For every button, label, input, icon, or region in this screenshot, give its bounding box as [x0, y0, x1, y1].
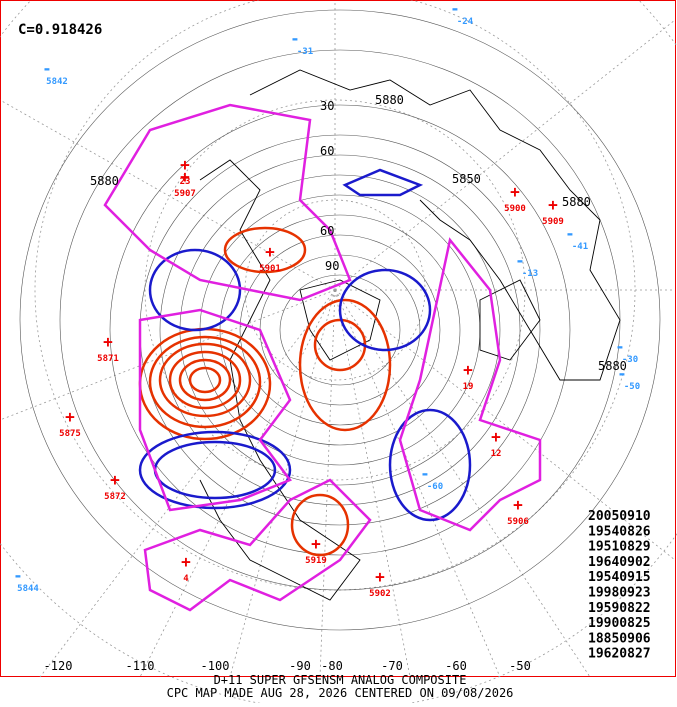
latitude-label: 90: [325, 259, 339, 273]
low-marker: -: [617, 364, 627, 383]
low-label: 5844: [17, 584, 39, 594]
latitude-label: 60: [320, 224, 334, 238]
longitude-label: -80: [321, 659, 343, 673]
low-marker: -: [515, 251, 525, 270]
high-marker: +: [375, 567, 385, 586]
high-label: 19: [463, 382, 474, 392]
longitude-label: -60: [445, 659, 467, 673]
low-label: -30: [622, 355, 638, 365]
high-label: 5900: [504, 204, 526, 214]
latitude-label: 60: [320, 144, 334, 158]
low-label: -50: [624, 382, 640, 392]
low-label: -13: [522, 269, 538, 279]
low-marker: -: [615, 337, 625, 356]
longitude-labels: -120 -110 -100 -90 -80 -70 -60 -50: [44, 659, 531, 673]
height-label: 5880: [375, 93, 404, 107]
low-label: -31: [297, 47, 313, 57]
high-marker: +: [180, 167, 190, 186]
analog-date: 19540826: [588, 524, 651, 539]
high-label: 5901: [259, 264, 281, 274]
footer-title: D+11 SUPER GFSENSM ANALOG COMPOSITE: [214, 673, 467, 687]
map-frame: [0, 0, 676, 677]
high-label: 5871: [97, 354, 119, 364]
map-labels: 3060609058805880585058805880+5907+23+590…: [13, 0, 640, 599]
high-marker: +: [180, 155, 190, 174]
low-marker: -: [565, 224, 575, 243]
coastlines: [199, 69, 621, 601]
low-marker: -: [290, 29, 300, 48]
analog-date: 18850906: [588, 631, 651, 646]
high-label: 5907: [174, 189, 196, 199]
low-label: 5842: [46, 77, 68, 87]
longitude-label: -100: [201, 659, 230, 673]
high-marker: +: [548, 195, 558, 214]
analog-date: 19900825: [588, 616, 651, 631]
height-label: 5880: [562, 195, 591, 209]
longitude-label: -120: [44, 659, 73, 673]
high-label: 5909: [542, 217, 564, 227]
high-marker: +: [103, 332, 113, 351]
low-marker: -: [42, 59, 52, 78]
anomaly-contours: [103, 103, 542, 612]
low-marker: -: [13, 566, 23, 585]
analog-date: 19540915: [588, 570, 651, 585]
low-label: -41: [572, 242, 588, 252]
high-marker: +: [491, 427, 501, 446]
height-label: 5880: [598, 359, 627, 373]
high-marker: +: [265, 242, 275, 261]
high-label: 5872: [104, 492, 126, 502]
high-label: 23: [180, 177, 191, 187]
high-label: 5919: [305, 556, 327, 566]
low-label: -24: [457, 17, 474, 27]
high-marker: +: [463, 360, 473, 379]
height-label: 5850: [452, 172, 481, 186]
high-marker: +: [513, 495, 523, 514]
longitude-label: -50: [509, 659, 531, 673]
high-label: 5902: [369, 589, 391, 599]
longitude-label: -90: [289, 659, 311, 673]
high-marker: +: [181, 552, 191, 571]
high-label: 5906: [507, 517, 529, 527]
high-marker: +: [65, 407, 75, 426]
latitude-label: 30: [320, 99, 334, 113]
longitude-label: -70: [381, 659, 403, 673]
high-marker: +: [110, 470, 120, 489]
correlation: C=0.918426: [18, 22, 102, 38]
longitude-label: -110: [126, 659, 155, 673]
analog-date: 19590822: [588, 601, 651, 616]
footer-subtitle: CPC MAP MADE AUG 28, 2026 CENTERED ON 09…: [167, 686, 514, 700]
high-label: 12: [491, 449, 502, 459]
low-marker: -: [420, 464, 430, 483]
high-marker: +: [510, 182, 520, 201]
height-label: 5880: [90, 174, 119, 188]
high-label: 5875: [59, 429, 81, 439]
high-marker: +: [311, 534, 321, 553]
high-label: 4: [183, 574, 189, 584]
analog-date: 19640902: [588, 555, 651, 570]
low-label: -60: [427, 482, 443, 492]
analog-dates: 2005091019540826195108291964090219540915…: [588, 509, 651, 662]
low-marker: -: [450, 0, 460, 18]
analog-date: 20050910: [588, 509, 651, 524]
analog-date: 19620827: [588, 647, 651, 662]
analog-date: 19510829: [588, 540, 651, 555]
analog-date: 19980923: [588, 586, 651, 601]
